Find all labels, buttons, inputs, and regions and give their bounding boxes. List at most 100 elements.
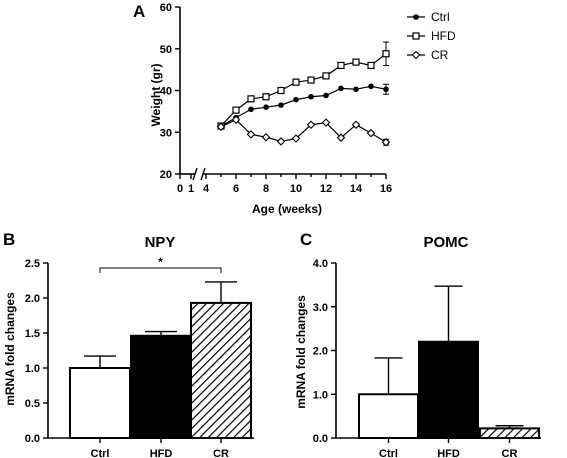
y-axis-label-c: mRNA fold changes [294, 295, 308, 409]
data-point-ctrl [368, 83, 374, 90]
data-point-cr [381, 137, 391, 147]
x-tick-label-ctrl-c: Ctrl [379, 448, 398, 458]
data-point-ctrl [338, 85, 344, 92]
bar-hfd-c [418, 340, 479, 439]
data-point-cr [231, 115, 241, 125]
axis-break-mark-a [192, 167, 198, 181]
bar-ctrl-b [69, 367, 131, 439]
panel-b: B NPY mRNA fold changes 0.0 0.5 1.0 1.5 2.0 2… [3, 230, 254, 458]
y-tick-label-a: 30 [160, 127, 172, 139]
y-axis-label-a: Weight (gr) [149, 63, 163, 126]
legend-marker-cr [411, 50, 421, 60]
legend-marker-hfd [412, 32, 420, 40]
panel-label-a: A [133, 2, 145, 21]
x-tick-label-a: 14 [350, 183, 363, 195]
series-line-ctrl [220, 85, 387, 127]
data-point-cr [321, 118, 331, 127]
x-tick-label-a: 6 [233, 183, 239, 195]
legend-label-ctrl: Ctrl [431, 10, 450, 24]
data-point-ctrl [278, 102, 284, 108]
x-tick-label-hfd-b: HFD [150, 448, 173, 458]
legend-a: Ctrl HFD CR [407, 10, 456, 62]
x-tick-label-a: 4 [203, 183, 210, 195]
data-point-hfd [352, 58, 360, 66]
y-tick-label-a: 20 [160, 169, 172, 181]
x-tick-label-a: 1 [188, 183, 194, 195]
data-point-cr [246, 130, 256, 139]
y-tick-label-c: 2.0 [313, 346, 328, 358]
x-axis-label-a: Age (weeks) [252, 202, 322, 216]
data-point-hfd [247, 95, 255, 103]
x-tick-label-a: 8 [263, 183, 269, 195]
y-tick-label-c: 4.0 [313, 258, 328, 270]
data-point-hfd [292, 78, 300, 86]
legend-label-hfd: HFD [431, 29, 456, 43]
y-tick-label-c: 1.0 [313, 389, 328, 401]
data-point-ctrl [263, 104, 269, 110]
data-point-hfd [322, 72, 330, 80]
data-point-ctrl [383, 86, 389, 93]
y-tick-label-c: 0.0 [313, 433, 328, 445]
data-point-cr [276, 137, 286, 146]
panel-label-c: C [300, 230, 312, 249]
bars-b: 0.0 0.5 1.0 1.5 2.0 2.5 Ctrl HFD CR * [25, 255, 254, 458]
data-point-hfd [382, 50, 390, 58]
x-tick-label-a: 16 [380, 183, 392, 195]
y-tick-label-b: 1.5 [25, 328, 40, 340]
data-point-ctrl [308, 93, 314, 100]
chart-title-npy: NPY [145, 234, 176, 251]
y-axis-label-b: mRNA fold changes [3, 292, 17, 406]
data-point-cr [351, 120, 361, 130]
y-tick-label-a: 40 [160, 86, 172, 98]
bar-cr-b [190, 301, 252, 439]
x-tick-label-a: 12 [320, 183, 332, 195]
data-point-cr [336, 133, 346, 142]
data-point-hfd [262, 93, 270, 101]
data-point-ctrl [293, 96, 299, 103]
series-line-cr [220, 119, 387, 143]
x-tick-label-hfd-c: HFD [437, 448, 460, 458]
panel-label-b: B [3, 230, 15, 249]
data-point-ctrl [323, 92, 329, 99]
bar-cr-c [479, 427, 540, 439]
data-point-hfd [337, 61, 345, 70]
data-point-ctrl [248, 106, 254, 113]
series-a [216, 41, 391, 147]
panel-c: C POMC mRNA fold changes 0.0 1.0 2.0 3.0 4.0… [294, 230, 541, 458]
y-tick-label-b: 0.5 [25, 398, 40, 410]
bar-ctrl-c [358, 393, 419, 439]
data-point-ctrl [353, 86, 359, 93]
y-tick-label-b: 2.5 [25, 258, 40, 270]
y-tick-label-b: 0.0 [25, 433, 40, 445]
data-point-hfd [232, 106, 240, 114]
axis-break-mark-a [200, 167, 206, 181]
x-tick-label-a: 10 [290, 183, 302, 195]
bars-c: 0.0 1.0 2.0 3.0 4.0 Ctrl HFD CR [313, 258, 541, 458]
data-point-cr [261, 132, 271, 142]
bar-hfd-b [130, 334, 192, 439]
y-tick-label-a: 50 [160, 44, 172, 56]
data-point-hfd [277, 86, 285, 95]
significance-marker-b: * [158, 255, 163, 269]
x-tick-label-cr-c: CR [502, 448, 518, 458]
data-point-cr [366, 128, 376, 138]
data-point-hfd [367, 61, 375, 70]
data-point-cr [216, 122, 226, 132]
chart-title-pomc: POMC [424, 234, 469, 251]
legend-label-cr: CR [431, 48, 449, 62]
data-point-cr [306, 120, 316, 130]
y-tick-label-b: 2.0 [25, 293, 40, 305]
significance-bracket-b [99, 267, 222, 273]
y-tick-label-c: 3.0 [313, 302, 328, 314]
y-tick-label-a: 60 [160, 2, 172, 14]
y-tick-label-b: 1.0 [25, 363, 40, 375]
data-point-cr [291, 134, 301, 143]
legend-marker-ctrl [413, 14, 419, 20]
x-tick-label-ctrl-b: Ctrl [91, 448, 110, 458]
x-tick-label-cr-b: CR [213, 448, 229, 458]
data-point-hfd [307, 76, 315, 84]
series-line-hfd [220, 53, 387, 127]
